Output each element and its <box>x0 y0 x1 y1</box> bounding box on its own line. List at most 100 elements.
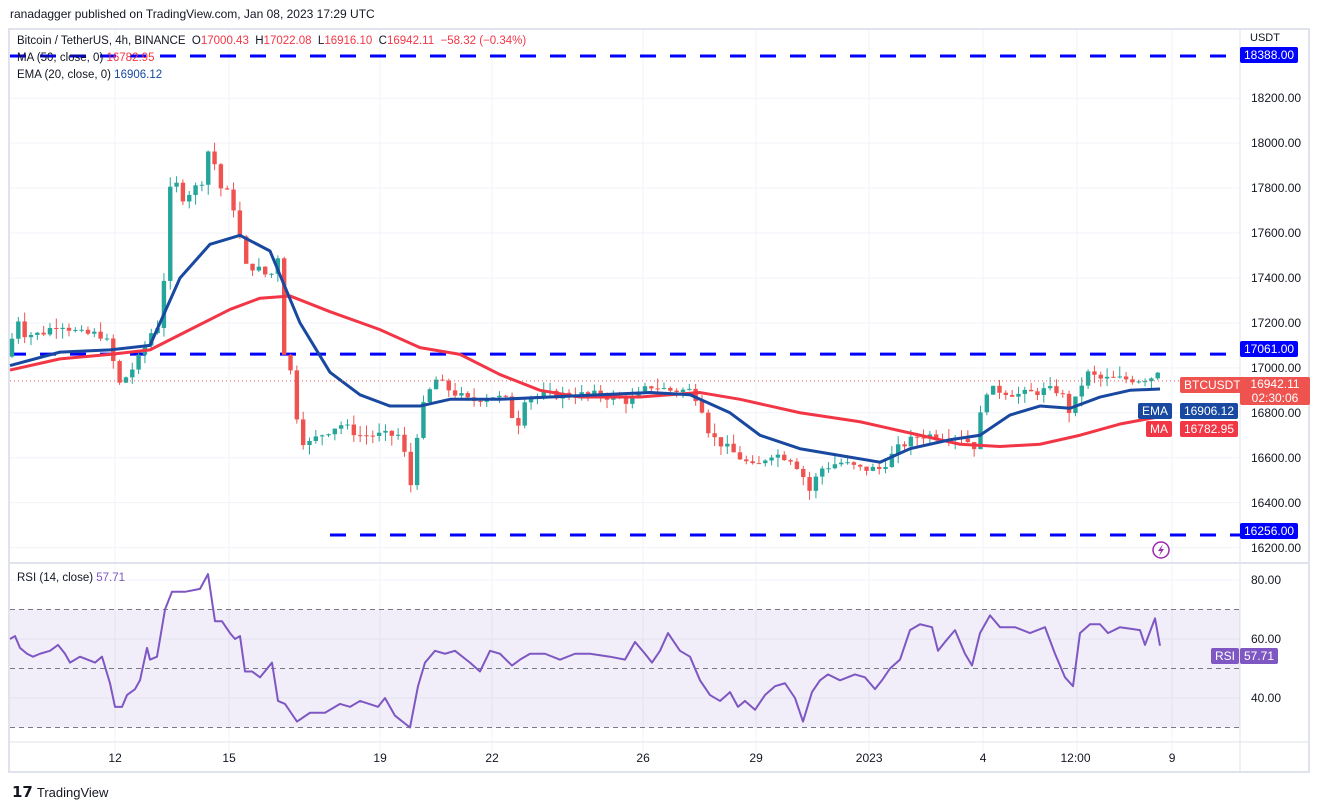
candle <box>731 434 736 453</box>
lightning-icon <box>1152 541 1170 559</box>
tradingview-logo[interactable]: 𝟭𝟳 TradingView <box>12 783 108 801</box>
candle <box>1111 370 1116 378</box>
candle-body <box>459 393 464 396</box>
candle-body <box>820 468 825 477</box>
candle-body <box>845 462 850 464</box>
candle-body <box>908 436 914 447</box>
candle <box>370 430 376 444</box>
candle-body <box>212 151 217 165</box>
rsi-tick: 40.00 <box>1251 691 1282 705</box>
candle-body <box>326 434 331 436</box>
candle-body <box>585 392 591 395</box>
candle-body <box>22 321 27 338</box>
time-tick: 12 <box>108 751 122 765</box>
candle-body <box>914 436 920 438</box>
candle-body <box>1098 374 1103 379</box>
candle <box>756 455 762 465</box>
rsi-tag-label: RSI <box>1211 648 1240 664</box>
candle-body <box>1142 381 1148 383</box>
price-tick: 16600.00 <box>1251 450 1302 465</box>
candle-body <box>864 466 869 471</box>
candle <box>851 461 857 470</box>
time-tick: 15 <box>222 751 236 765</box>
candle-body <box>674 390 679 393</box>
open-value: 17000.43 <box>200 35 249 47</box>
candle-body <box>370 435 376 437</box>
candle-body <box>497 395 502 398</box>
time-tick: 26 <box>636 751 650 765</box>
candle <box>136 351 141 374</box>
rsi-line <box>9 573 1161 729</box>
candle-body <box>921 437 926 439</box>
candle-body <box>763 460 768 464</box>
candle <box>1016 386 1021 404</box>
candle-body <box>756 463 762 465</box>
candle <box>85 326 91 336</box>
candle-body <box>123 377 129 383</box>
candle-body <box>161 280 167 328</box>
candle <box>281 256 287 355</box>
close-value: 16942.11 <box>386 35 435 47</box>
rsi-label: RSI (14, close) <box>17 572 94 584</box>
candle-body <box>414 437 420 486</box>
candle-body <box>60 327 65 330</box>
candle <box>1035 388 1040 401</box>
candle-body <box>357 435 363 437</box>
candle <box>870 463 876 472</box>
candle <box>1104 368 1110 387</box>
candle <box>1041 382 1046 403</box>
candle-body <box>541 391 546 397</box>
candle-body <box>933 434 939 439</box>
candle <box>471 388 477 407</box>
candle <box>206 150 211 195</box>
candle-body <box>92 331 97 334</box>
ema-line <box>9 233 1161 464</box>
ema-legend[interactable]: EMA (20, close, 0) 16906.12 <box>17 69 162 81</box>
candle-body <box>503 395 508 397</box>
candle <box>1117 366 1122 379</box>
candle-body <box>225 188 230 190</box>
ma-legend[interactable]: MA (50, close, 0) 16782.95 <box>17 52 154 64</box>
candle-body <box>218 164 224 189</box>
candle <box>54 318 59 339</box>
candle <box>706 409 711 438</box>
level-low-tag: 16256.00 <box>1240 523 1299 539</box>
candle <box>1009 390 1015 397</box>
candle-body <box>1149 378 1154 382</box>
candle <box>402 426 407 457</box>
time-tick: 29 <box>749 751 763 765</box>
candle-body <box>1155 372 1160 379</box>
candle-body <box>984 394 990 413</box>
candle <box>364 425 369 445</box>
candle-body <box>839 462 844 465</box>
candle-body <box>269 273 274 275</box>
candle-body <box>85 329 91 334</box>
currency-label: USDT <box>1250 32 1280 44</box>
candle <box>750 455 755 465</box>
candle-body <box>668 387 673 391</box>
candle-body <box>870 466 876 471</box>
candle <box>395 428 401 440</box>
candle <box>117 359 122 385</box>
candle-body <box>256 266 262 271</box>
candle-body <box>642 386 648 392</box>
candle <box>1066 390 1072 423</box>
ma-value: 16782.95 <box>106 52 155 64</box>
candle-body <box>28 334 34 338</box>
candle-body <box>231 189 236 211</box>
candle-body <box>168 186 173 281</box>
candle <box>693 383 698 406</box>
candle <box>509 392 515 419</box>
candle-body <box>1104 376 1110 379</box>
change-value: −58.32 (−0.34%) <box>440 35 527 47</box>
candle-body <box>889 453 895 468</box>
candle <box>788 458 793 465</box>
rsi-legend[interactable]: RSI (14, close) 57.71 <box>17 572 125 584</box>
candle <box>237 201 243 239</box>
candle-body <box>522 402 527 426</box>
last-price: 16942.11 <box>1250 377 1300 391</box>
candle-body <box>313 436 319 441</box>
candle-body <box>826 468 831 470</box>
tv-logo-icon: 𝟭𝟳 <box>12 784 33 801</box>
